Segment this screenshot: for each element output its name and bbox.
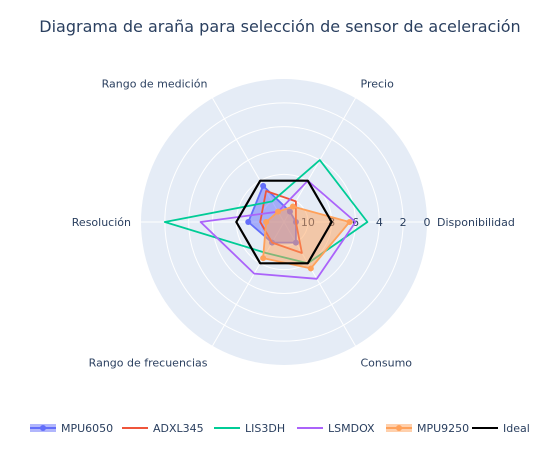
series-point bbox=[260, 182, 267, 189]
radial-tick-label: 2 bbox=[400, 216, 407, 229]
legend-item-adxl345[interactable]: ADXL345 bbox=[122, 422, 204, 435]
chart-title: Diagrama de araña para selección de sens… bbox=[39, 17, 520, 36]
legend-label: LIS3DH bbox=[245, 422, 285, 435]
series-traces bbox=[163, 159, 369, 280]
legend-label: MPU9250 bbox=[417, 422, 469, 435]
series-point bbox=[346, 219, 353, 225]
axis-label: Rango de medición bbox=[102, 77, 208, 90]
legend-label: MPU6050 bbox=[61, 422, 113, 435]
legend-label: LSMDOX bbox=[328, 422, 375, 435]
series-ideal bbox=[235, 179, 333, 265]
series-line bbox=[235, 179, 333, 265]
legend-item-lis3dh[interactable]: LIS3DH bbox=[214, 422, 285, 435]
series-point bbox=[245, 219, 252, 225]
axis-label: Rango de frecuencias bbox=[89, 357, 208, 370]
series-point bbox=[289, 203, 296, 210]
radial-tick-label: 0 bbox=[424, 216, 431, 229]
series-point bbox=[263, 219, 270, 225]
axis-label: Disponibilidad bbox=[437, 216, 515, 229]
axis-label: Precio bbox=[361, 77, 395, 90]
legend-marker bbox=[396, 425, 402, 431]
series-point bbox=[307, 265, 314, 272]
legend-marker bbox=[40, 425, 46, 431]
legend-item-lsmdox[interactable]: LSMDOX bbox=[297, 422, 375, 435]
legend-item-mpu6050[interactable]: MPU6050 bbox=[30, 422, 113, 435]
legend-item-ideal[interactable]: Ideal bbox=[472, 422, 530, 435]
legend[interactable]: MPU6050 ADXL345 LIS3DH LSMDOX MPU9250 Ideal bbox=[30, 422, 530, 435]
legend-label: Ideal bbox=[503, 422, 530, 435]
angular-axis-labels: Disponibilidad Precio Rango de medición Res… bbox=[72, 77, 515, 369]
radial-tick-label: 4 bbox=[376, 216, 383, 229]
series-point bbox=[260, 255, 267, 262]
legend-label: ADXL345 bbox=[153, 422, 204, 435]
legend-item-mpu9250[interactable]: MPU9250 bbox=[386, 422, 469, 435]
axis-label: Consumo bbox=[361, 357, 413, 370]
axis-label: Resolución bbox=[72, 216, 131, 229]
series-mpu9250 bbox=[260, 203, 353, 272]
series-point bbox=[275, 208, 282, 215]
